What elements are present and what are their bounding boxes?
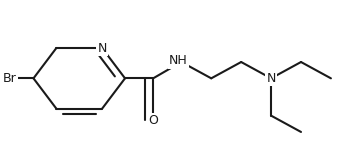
Text: Br: Br — [3, 72, 16, 85]
Text: O: O — [148, 114, 158, 127]
Text: N: N — [98, 41, 107, 55]
Text: N: N — [266, 72, 276, 85]
Text: NH: NH — [169, 54, 188, 67]
